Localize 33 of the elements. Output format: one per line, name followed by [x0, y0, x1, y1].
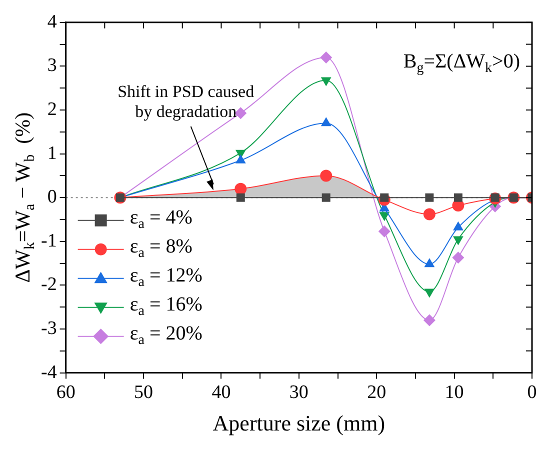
y-tick-label: 1: [47, 142, 57, 164]
point: [424, 288, 435, 298]
y-tick-label: -2: [41, 274, 57, 296]
point: [425, 193, 434, 202]
point: [423, 208, 436, 220]
x-tick-label: 60: [56, 382, 76, 404]
point: [454, 193, 462, 202]
x-tick-label: 40: [212, 382, 231, 404]
point: [378, 225, 390, 238]
point: [320, 51, 332, 64]
x-tick-label: 20: [367, 382, 386, 404]
y-tick-label: 2: [47, 98, 57, 120]
point: [452, 252, 464, 264]
point: [322, 193, 330, 202]
y-tick-label: 4: [47, 11, 58, 32]
point: [423, 314, 436, 326]
y-tick-label: -4: [41, 362, 58, 383]
y-tick-label: 3: [47, 55, 57, 76]
x-axis-title: Aperture size (mm): [212, 410, 386, 436]
point: [320, 117, 332, 126]
y-tick-label: -3: [41, 318, 57, 339]
y-tick-label: 0: [47, 186, 57, 208]
x-tick-label: 10: [444, 382, 464, 404]
x-tick-label: 0: [527, 382, 537, 404]
y-axis-title: ΔWk=Wa − Wb (%): [10, 112, 38, 283]
point: [320, 170, 332, 182]
annotation: Shift in PSD caused by degradation: [118, 82, 255, 121]
point: [234, 182, 247, 195]
point: [424, 258, 435, 268]
y-tick-label: -1: [41, 230, 57, 252]
point: [236, 193, 245, 202]
x-tick-label: 50: [134, 382, 154, 404]
x-tick-label: 30: [289, 382, 308, 404]
